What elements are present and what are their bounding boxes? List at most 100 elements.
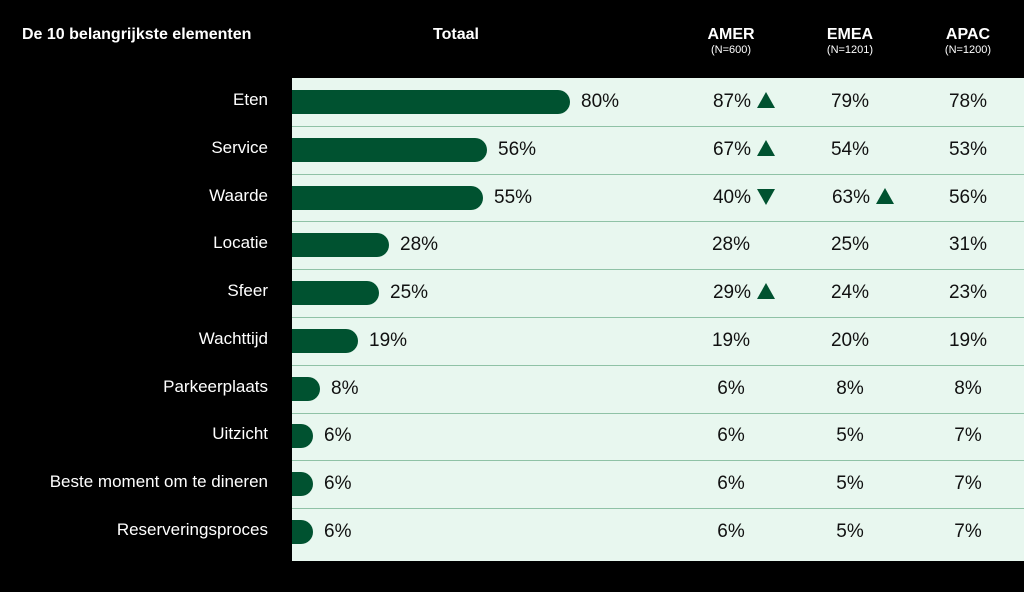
region-value-apac: 7% (913, 424, 1023, 448)
region-value-text: 6% (717, 473, 745, 494)
region-value-text: 25% (830, 234, 870, 255)
bar-value-label: 19% (369, 330, 408, 351)
row-divider (292, 365, 1024, 366)
region-value-text: 7% (954, 425, 982, 446)
region-value-text: 5% (836, 473, 864, 494)
bar-value-label: 8% (331, 378, 359, 399)
region-value-text: 29% (712, 282, 752, 303)
category-label: Locatie (213, 233, 268, 252)
triangle-up-icon (757, 91, 776, 108)
bar-value-label: 55% (494, 187, 533, 208)
bar (292, 281, 379, 305)
triangle-up-icon (757, 282, 776, 299)
region-value-amer: 6% (676, 377, 786, 401)
row-divider (292, 126, 1024, 127)
category-label: Beste moment om te dineren (49, 472, 268, 491)
region-value-amer: 6% (676, 472, 786, 496)
bar-value-label: 28% (400, 234, 439, 255)
region-value-text: 5% (836, 425, 864, 446)
bar-value-label: 6% (324, 473, 352, 494)
amer-column-header: AMER (N=600) (686, 26, 776, 56)
bar-value-label: 25% (390, 282, 429, 303)
region-value-text: 20% (830, 330, 870, 351)
region-value-apac: 31% (913, 233, 1023, 257)
category-label: Reserveringsproces (116, 520, 268, 539)
region-value-emea: 54% (795, 138, 905, 162)
region-value-text: 40% (712, 187, 752, 208)
region-value-amer: 28% (676, 233, 786, 257)
region-value-emea: 8% (795, 377, 905, 401)
region-value-apac: 23% (913, 281, 1023, 305)
region-value-text: 67% (712, 139, 752, 160)
triangle-up-icon (876, 187, 895, 204)
region-value-text: 6% (717, 521, 745, 542)
emea-name: EMEA (826, 26, 874, 43)
region-value-text: 19% (711, 330, 751, 351)
bar-value-label: 6% (324, 521, 352, 542)
amer-sample-size: (N=600) (710, 44, 752, 56)
bar (292, 329, 358, 353)
region-value-emea: 24% (795, 281, 905, 305)
region-value-apac: 7% (913, 520, 1023, 544)
row-divider (292, 460, 1024, 461)
row-divider (292, 508, 1024, 509)
region-value-amer: 6% (676, 520, 786, 544)
category-label: Eten (233, 90, 268, 109)
region-value-text: 54% (830, 139, 870, 160)
category-label: Service (211, 138, 268, 157)
region-value-apac: 56% (913, 186, 1023, 210)
chart-title: De 10 belangrijkste elementen (22, 26, 252, 43)
bar-value-label: 80% (581, 91, 620, 112)
apac-sample-size: (N=1200) (944, 44, 992, 56)
region-value-text: 28% (711, 234, 751, 255)
region-value-text: 79% (830, 91, 870, 112)
region-value-text: 7% (954, 473, 982, 494)
region-value-text: 24% (830, 282, 870, 303)
bar (292, 233, 389, 257)
region-value-text: 78% (948, 91, 988, 112)
bar (292, 377, 320, 401)
bar-value-label: 56% (498, 139, 537, 160)
region-value-emea: 25% (795, 233, 905, 257)
triangle-down-icon (757, 188, 776, 205)
bar-value-label: 6% (324, 425, 352, 446)
region-value-amer: 6% (676, 424, 786, 448)
row-divider (292, 174, 1024, 175)
region-value-text: 19% (948, 330, 988, 351)
region-value-apac: 53% (913, 138, 1023, 162)
bar (292, 186, 483, 210)
triangle-up-icon (757, 139, 776, 156)
emea-sample-size: (N=1201) (826, 44, 874, 56)
region-value-emea: 5% (795, 520, 905, 544)
category-label: Waarde (209, 186, 268, 205)
region-value-text: 7% (954, 521, 982, 542)
total-column-header: Totaal (433, 26, 479, 43)
region-value-text: 6% (717, 378, 745, 399)
bar (292, 90, 570, 114)
category-label: Sfeer (227, 281, 268, 300)
emea-column-header: EMEA (N=1201) (805, 26, 895, 56)
region-value-amer: 67% (689, 138, 799, 162)
region-value-apac: 8% (913, 377, 1023, 401)
region-value-apac: 7% (913, 472, 1023, 496)
region-value-text: 56% (948, 187, 988, 208)
row-divider (292, 317, 1024, 318)
region-value-apac: 78% (913, 90, 1023, 114)
region-value-amer: 19% (676, 329, 786, 353)
region-value-emea: 20% (795, 329, 905, 353)
apac-column-header: APAC (N=1200) (923, 26, 1013, 56)
region-value-text: 5% (836, 521, 864, 542)
region-value-text: 31% (948, 234, 988, 255)
bar (292, 424, 313, 448)
bar (292, 520, 313, 544)
region-value-text: 53% (948, 139, 988, 160)
row-divider (292, 269, 1024, 270)
region-value-text: 23% (948, 282, 988, 303)
bar (292, 138, 487, 162)
region-value-text: 63% (831, 187, 871, 208)
region-value-text: 8% (836, 378, 864, 399)
region-value-amer: 29% (689, 281, 799, 305)
row-divider (292, 221, 1024, 222)
apac-name: APAC (945, 26, 991, 43)
category-label: Uitzicht (212, 424, 268, 443)
